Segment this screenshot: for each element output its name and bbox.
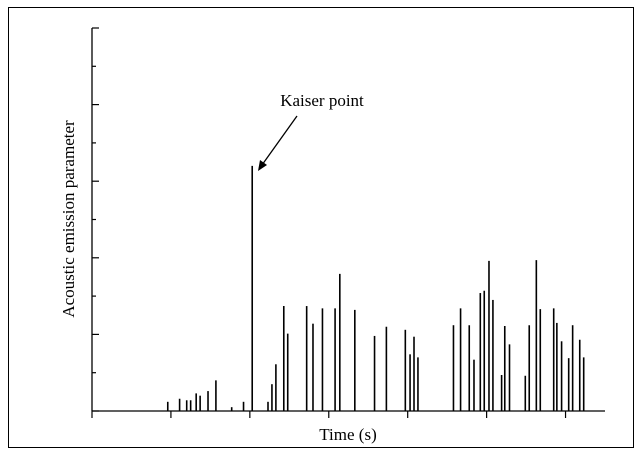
frame — [8, 7, 634, 448]
y-axis-label: Acoustic emission parameter — [59, 120, 78, 318]
arrow-head — [258, 160, 267, 171]
annotation-arrow — [261, 115, 298, 166]
x-axis-label: Time (s) — [319, 425, 376, 444]
annotation: Kaiser point — [280, 91, 364, 110]
